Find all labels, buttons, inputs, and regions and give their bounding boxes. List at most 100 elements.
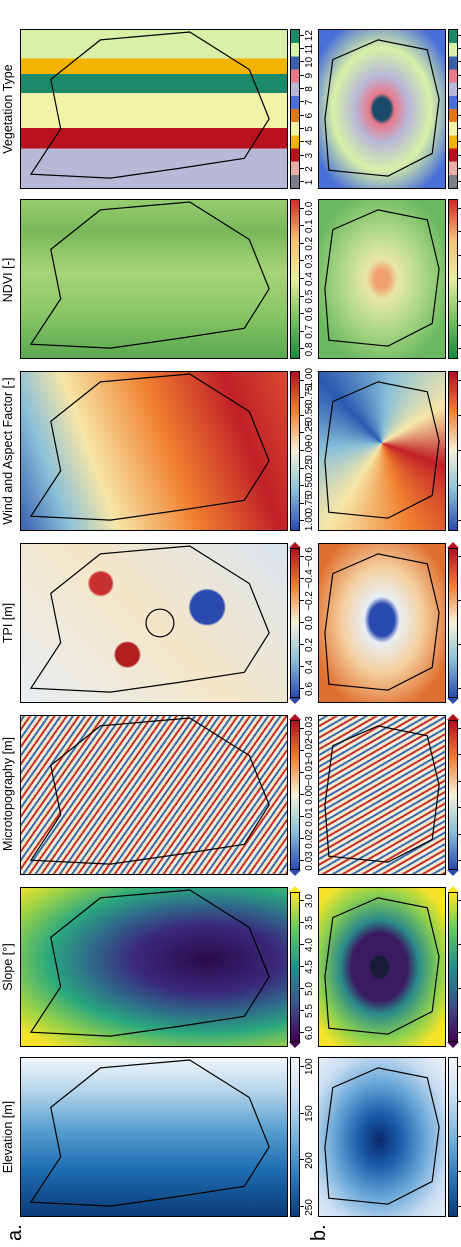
colorbar-wind-b	[448, 371, 458, 531]
colorbar-tick-label: −0.6	[304, 547, 315, 567]
colorbar-tick-label: 100	[304, 1058, 315, 1075]
colorbar-tick-label: 0.7	[304, 324, 315, 339]
colorbar-tick-label: 11	[304, 43, 315, 55]
colorbar-veg-b	[448, 29, 458, 189]
title-veg: Vegetation Type	[1, 64, 15, 154]
map-veg-b	[318, 29, 446, 189]
colorbar-tick-label: 4	[304, 139, 315, 146]
colorbar-micro-b-max	[447, 714, 459, 720]
colorbar-tpi-b-max	[447, 542, 459, 548]
colorbar-tick-label: 250	[304, 1199, 315, 1216]
title-slope: Slope [°]	[1, 943, 15, 991]
colorbar-micro-a-min	[289, 870, 301, 876]
colorbar-tick-label: 1	[304, 179, 315, 186]
colorbar-tick-label: 0.5	[304, 289, 315, 304]
colorbar-tick-label: 0.0	[304, 616, 315, 630]
map-elevation-a	[20, 1057, 288, 1217]
colorbar-tick-label: 0.6	[304, 682, 315, 696]
colorbar-tpi-b	[448, 548, 458, 698]
colorbar-tick-label: 5	[304, 126, 315, 132]
map-ndvi-a	[20, 199, 288, 359]
colorbar-slope-a	[290, 892, 300, 1042]
colorbar-ndvi-b	[448, 199, 458, 359]
colorbar-tick-label: 5.0	[304, 982, 315, 996]
colorbar-tick-label: 0.50	[304, 476, 315, 496]
colorbar-tick-label: 0.02	[304, 829, 315, 849]
map-tpi-b	[318, 543, 446, 703]
map-elevation-b	[318, 1057, 446, 1217]
colorbar-tick-label: 0.4	[304, 272, 315, 286]
colorbar-tick-label: 1.00	[304, 511, 315, 532]
colorbar-tick-label: −0.02	[304, 738, 315, 764]
map-micro-a	[20, 715, 288, 875]
colorbar-slope-b-min	[447, 1042, 459, 1048]
map-wind-b	[318, 371, 446, 531]
colorbar-tpi-a-min	[289, 698, 301, 704]
colorbar-micro-a-max	[289, 714, 301, 720]
colorbar-tick-label: 0.6	[304, 307, 315, 322]
colorbar-tick-label: 0.00	[304, 785, 315, 805]
colorbar-tick-label: 4.5	[304, 960, 315, 974]
colorbar-tick-label: 0.8	[304, 342, 315, 357]
colorbar-tpi-b-min	[447, 698, 459, 704]
colorbar-micro-b	[448, 720, 458, 870]
colorbar-elevation-a	[290, 1057, 300, 1217]
colorbar-tick-label: 3.0	[304, 894, 315, 908]
colorbar-tick-label: 7	[304, 99, 315, 106]
title-micro: Microtopography [m]	[1, 737, 15, 851]
title-elevation: Elevation [m]	[1, 1100, 15, 1174]
colorbar-tick-label: 0.4	[304, 660, 315, 674]
colorbar-tick-label: 0.01	[304, 807, 315, 827]
colorbar-micro-b-min	[447, 870, 459, 876]
map-slope-b	[318, 887, 446, 1047]
colorbar-tick-label: 10	[304, 56, 315, 68]
colorbar-tick-label: 0.75	[304, 494, 315, 514]
colorbar-tick-label: 2	[304, 166, 315, 172]
colorbar-tick-label: 6.0	[304, 1026, 315, 1040]
colorbar-tick-label: 0.03	[304, 851, 315, 871]
colorbar-tick-label: 0.1	[304, 219, 315, 234]
colorbar-tick-label: 9	[304, 72, 315, 79]
colorbar-tick-label: −0.03	[304, 716, 315, 742]
colorbar-tick-label: −0.2	[304, 591, 315, 611]
colorbar-ndvi-a	[290, 199, 300, 359]
colorbar-tick-label: 3	[304, 152, 315, 159]
map-micro-b	[318, 715, 446, 875]
colorbar-tick-label: 12	[304, 30, 315, 42]
colorbar-tpi-a-max	[289, 542, 301, 548]
colorbar-slope-a-min	[289, 1042, 301, 1048]
title-wind: Wind and Aspect Factor [-]	[1, 377, 15, 525]
map-veg-a	[20, 29, 288, 189]
colorbar-tick-label: 5.5	[304, 1004, 315, 1018]
colorbar-tick-label: −0.4	[304, 569, 315, 589]
title-tpi: TPI [m]	[1, 602, 15, 644]
colorbar-tick-label: 4.0	[304, 938, 315, 952]
map-ndvi-b	[318, 199, 446, 359]
colorbar-tick-label: 200	[304, 1152, 315, 1169]
colorbar-tick-label: −0.01	[304, 760, 315, 786]
colorbar-tick-label: 0.3	[304, 254, 315, 269]
colorbar-slope-a-max	[289, 886, 301, 892]
title-ndvi: NDVI [-]	[1, 257, 15, 303]
colorbar-tick-label: 0.2	[304, 236, 315, 251]
colorbar-slope-b-max	[447, 886, 459, 892]
colorbar-slope-b	[448, 892, 458, 1042]
colorbar-veg-a	[290, 29, 300, 189]
map-slope-a	[20, 887, 288, 1047]
colorbar-tick-label: −1.00	[304, 367, 315, 394]
colorbar-tick-label: 0.0	[304, 201, 315, 216]
colorbar-tick-label: 0.25	[304, 458, 315, 479]
colorbar-micro-a	[290, 720, 300, 870]
colorbar-tick-label: 6	[304, 112, 315, 119]
map-tpi-a	[20, 543, 288, 703]
panel-label-a: a.	[4, 1224, 26, 1241]
colorbar-tick-label: 8	[304, 86, 315, 92]
colorbar-wind-a	[290, 371, 300, 531]
colorbar-tick-label: 3.5	[304, 916, 315, 930]
colorbar-elevation-b	[448, 1057, 458, 1217]
colorbar-tpi-a	[290, 548, 300, 698]
colorbar-tick-label: 0.2	[304, 638, 315, 652]
panel-label-b: b.	[308, 1224, 330, 1241]
map-wind-a	[20, 371, 288, 531]
